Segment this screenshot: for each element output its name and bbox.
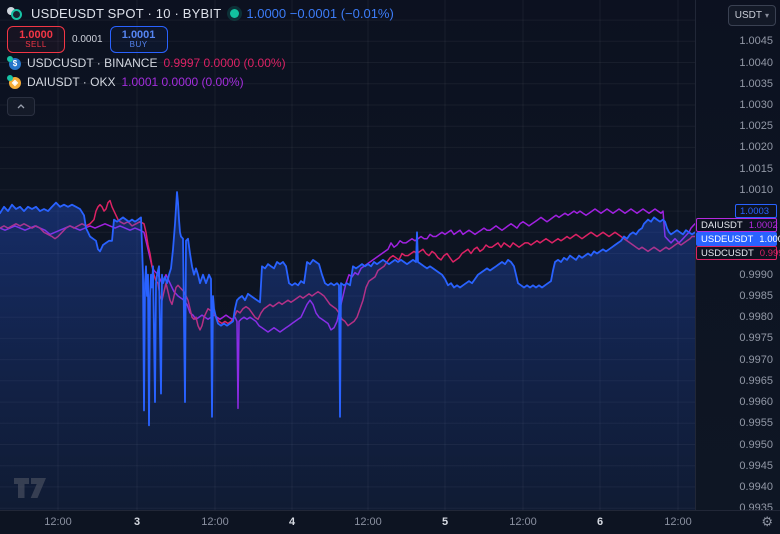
- daiusdt-price-label: DAIUSDT 1.0002: [696, 218, 778, 232]
- compare-symbol-title: USDCUSDT · BINANCE: [27, 56, 158, 70]
- price-tick-label: 0.9940: [739, 480, 773, 493]
- price-label-symbol: USDEUSDT: [701, 233, 754, 245]
- last-price-change: 1.0000 −0.0001 (−0.01%): [246, 5, 394, 21]
- time-axis[interactable]: ⚙ 12:00 3 12:00 4 12:00 5 12:00 6 12:00: [0, 510, 780, 534]
- compare-symbol-values: 1.0001 0.0000 (0.00%): [121, 75, 244, 89]
- price-tick-label: 0.9960: [739, 396, 773, 409]
- market-open-status-icon[interactable]: [230, 8, 240, 18]
- price-label-symbol: DAIUSDT: [701, 219, 743, 231]
- chart-pane[interactable]: [0, 0, 695, 510]
- price-tick-label: 0.9970: [739, 353, 773, 366]
- time-tick-label: 6: [596, 516, 604, 528]
- price-tick-label: 0.9980: [739, 311, 773, 324]
- compare-row-usdcusdt[interactable]: $ USDCUSDT · BINANCE 0.9997 0.0000 (0.00…: [7, 54, 394, 72]
- legend-collapse-button[interactable]: [7, 97, 35, 116]
- usdeusdt-price-label: USDEUSDT 1.0000: [696, 232, 780, 246]
- currency-unit-button[interactable]: USDT ▾: [727, 5, 776, 26]
- chevron-up-icon: [17, 104, 25, 109]
- price-tick-label: 1.0025: [739, 120, 773, 133]
- sell-price: 1.0000: [19, 28, 53, 41]
- price-tick-label: 1.0045: [739, 35, 773, 48]
- time-tick-label: 12:00: [201, 516, 229, 528]
- tradingview-logo[interactable]: [13, 477, 47, 504]
- compare-symbol-values: 0.9997 0.0000 (0.00%): [163, 56, 286, 70]
- price-label-value: 1.0003: [740, 205, 770, 217]
- legend: USDEUSDT SPOT · 10 · BYBIT 1.0000 −0.000…: [7, 4, 394, 116]
- usdc-coin-icon: $: [7, 56, 21, 70]
- price-tick-label: 1.0035: [739, 77, 773, 90]
- time-tick-label: 12:00: [44, 516, 72, 528]
- price-tick-label: 0.9935: [739, 502, 773, 515]
- time-tick-label: 12:00: [509, 516, 537, 528]
- sell-label: SELL: [25, 40, 47, 50]
- price-tick-label: 0.9990: [739, 268, 773, 281]
- usdcusdt-price-label: USDCUSDT 0.9999: [696, 246, 780, 260]
- trade-buttons-row: 1.0000 SELL 0.0001 1.0001 BUY: [7, 26, 394, 53]
- buy-price: 1.0001: [121, 28, 156, 41]
- price-label-value: 1.0000: [759, 233, 780, 245]
- time-tick-label: 5: [441, 516, 449, 528]
- compare-symbol-title: DAIUSDT · OKX: [27, 75, 116, 89]
- price-tick-label: 1.0030: [739, 99, 773, 111]
- price-label-value: 1.0002: [748, 219, 778, 231]
- currency-unit-label: USDT: [734, 10, 762, 21]
- series-lines: [0, 191, 695, 510]
- dai-coin-icon: ◈: [7, 75, 21, 89]
- price-tick-label: 0.9985: [739, 290, 773, 302]
- symbol-title: USDEUSDT SPOT · 10 · BYBIT: [31, 5, 222, 21]
- main-symbol-row[interactable]: USDEUSDT SPOT · 10 · BYBIT 1.0000 −0.000…: [7, 4, 394, 22]
- buy-button[interactable]: 1.0001 BUY: [109, 26, 168, 53]
- pair-logo-icon: [7, 6, 24, 21]
- spread-value: 0.0001: [72, 34, 103, 45]
- price-tick-label: 0.9950: [739, 438, 773, 451]
- price-axis[interactable]: USDT ▾ 1.00501.00451.00401.00351.00301.0…: [695, 0, 780, 514]
- price-tick-label: 0.9965: [739, 374, 773, 387]
- buy-label: BUY: [129, 40, 148, 50]
- price-tick-label: 0.9955: [739, 417, 773, 430]
- price-tick-label: 1.0040: [739, 56, 773, 69]
- compare-row-daiusdt[interactable]: ◈ DAIUSDT · OKX 1.0001 0.0000 (0.00%): [7, 73, 394, 91]
- price-label-symbol: USDCUSDT: [701, 247, 754, 259]
- price-tick-label: 1.0015: [739, 162, 773, 175]
- price-tick-label: 0.9975: [739, 332, 773, 345]
- price-chart-canvas[interactable]: [0, 0, 695, 510]
- time-tick-label: 3: [133, 516, 141, 528]
- price-tick-label: 1.0010: [739, 183, 773, 196]
- price-label-value: 0.9999: [759, 247, 780, 259]
- time-tick-label: 12:00: [354, 516, 382, 528]
- price-tick-label: 0.9945: [739, 459, 773, 472]
- ask-price-label: 1.0003: [735, 204, 777, 218]
- price-tick-label: 1.0020: [739, 141, 773, 154]
- time-tick-label: 4: [288, 516, 296, 528]
- chevron-down-icon: ▾: [764, 11, 769, 20]
- axis-settings-gear-icon[interactable]: ⚙: [761, 514, 773, 529]
- sell-button[interactable]: 1.0000 SELL: [7, 26, 65, 53]
- time-tick-label: 12:00: [664, 516, 692, 528]
